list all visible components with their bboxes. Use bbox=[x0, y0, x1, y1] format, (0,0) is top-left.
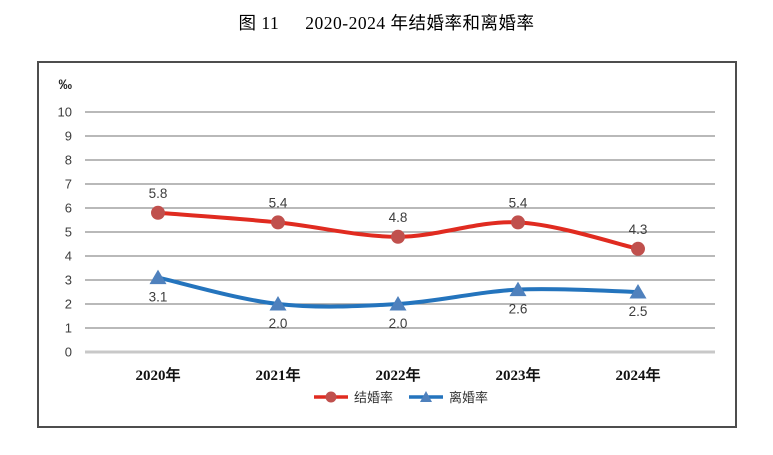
y-axis-tick-label: 1 bbox=[65, 321, 72, 336]
y-axis-tick-label: 4 bbox=[65, 249, 72, 264]
divorce-rate-marker bbox=[629, 284, 647, 299]
marriage-rate-marker bbox=[271, 215, 285, 230]
marriage-rate-marker bbox=[511, 215, 525, 230]
data-label: 2.0 bbox=[389, 316, 408, 331]
figure-label: 图 11 bbox=[238, 13, 280, 33]
data-label: 5.4 bbox=[269, 195, 288, 210]
y-axis-tick-label: 0 bbox=[65, 345, 72, 360]
chart-title: 图 11 2020-2024 年结婚率和离婚率 bbox=[0, 10, 773, 35]
data-label: 5.8 bbox=[149, 186, 168, 201]
data-label: 3.1 bbox=[149, 290, 168, 305]
data-label: 5.4 bbox=[509, 195, 528, 210]
legend-label: 结婚率 bbox=[354, 390, 393, 405]
y-axis-tick-label: 3 bbox=[65, 273, 72, 288]
y-axis-tick-label: 6 bbox=[65, 201, 72, 216]
data-label: 2.5 bbox=[629, 304, 648, 319]
y-axis-unit-label: ‰ bbox=[59, 77, 73, 92]
x-axis-label: 2020年 bbox=[135, 366, 180, 384]
x-axis-label: 2022年 bbox=[375, 366, 420, 384]
marriage-rate-marker bbox=[391, 229, 405, 244]
y-axis-tick-label: 7 bbox=[65, 177, 72, 192]
y-axis-tick-label: 8 bbox=[65, 153, 72, 168]
data-label: 2.0 bbox=[269, 316, 288, 331]
y-axis-tick-label: 9 bbox=[65, 129, 72, 144]
x-axis-label: 2023年 bbox=[495, 366, 540, 384]
data-label: 4.3 bbox=[629, 222, 648, 237]
data-label: 4.8 bbox=[389, 210, 408, 225]
divorce-rate-marker bbox=[389, 296, 407, 311]
y-axis-tick-label: 5 bbox=[65, 225, 72, 240]
divorce-rate-marker bbox=[269, 296, 287, 311]
marriage-rate-marker bbox=[151, 205, 165, 220]
marriage-rate-marker bbox=[631, 241, 645, 256]
legend-circle-marker-icon bbox=[325, 391, 337, 403]
legend-triangle-marker-icon bbox=[420, 391, 432, 402]
chart-title-text: 2020-2024 年结婚率和离婚率 bbox=[305, 13, 535, 33]
legend-label: 离婚率 bbox=[449, 390, 488, 405]
divorce-rate-marker bbox=[149, 269, 167, 285]
x-axis-label: 2024年 bbox=[615, 366, 660, 384]
y-axis-tick-label: 10 bbox=[58, 105, 72, 120]
divorce-rate-marker bbox=[509, 281, 527, 297]
data-label: 2.6 bbox=[509, 302, 528, 317]
chart-container: 10 9 8 7 6 5 4 3 2 1 0 ‰ 2020年 2021年 2022年 2023年 2024年 5.… bbox=[37, 61, 737, 428]
x-axis-label: 2021年 bbox=[255, 366, 300, 384]
y-axis-tick-label: 2 bbox=[65, 297, 72, 312]
